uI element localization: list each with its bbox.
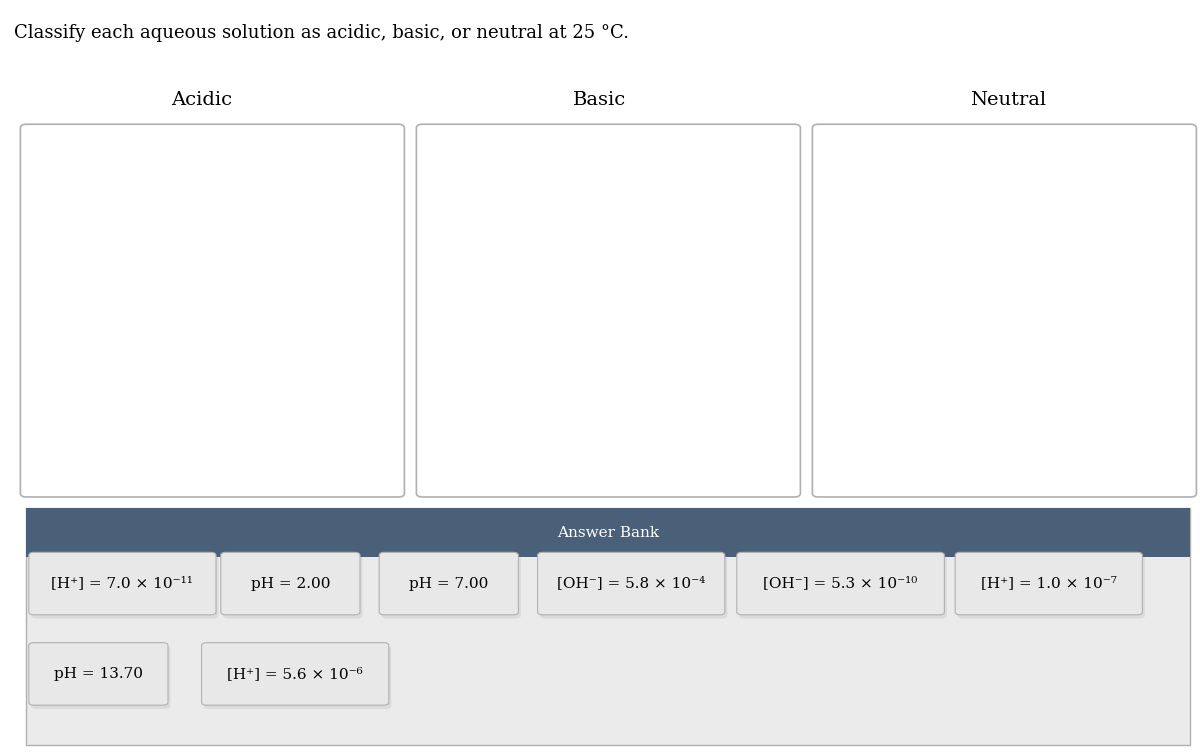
Text: [OH⁻] = 5.3 × 10⁻¹⁰: [OH⁻] = 5.3 × 10⁻¹⁰: [763, 577, 918, 590]
Text: [H⁺] = 7.0 × 10⁻¹¹: [H⁺] = 7.0 × 10⁻¹¹: [52, 577, 193, 590]
FancyBboxPatch shape: [26, 508, 1190, 557]
FancyBboxPatch shape: [538, 553, 725, 614]
FancyBboxPatch shape: [204, 646, 391, 709]
Text: Classify each aqueous solution as acidic, basic, or neutral at 25 °C.: Classify each aqueous solution as acidic…: [14, 24, 629, 42]
Text: Basic: Basic: [574, 91, 626, 109]
Text: Neutral: Neutral: [970, 91, 1046, 109]
FancyBboxPatch shape: [29, 553, 216, 614]
Text: pH = 13.70: pH = 13.70: [54, 667, 143, 681]
FancyBboxPatch shape: [416, 124, 800, 497]
Text: [OH⁻] = 5.8 × 10⁻⁴: [OH⁻] = 5.8 × 10⁻⁴: [557, 577, 706, 590]
FancyBboxPatch shape: [223, 556, 362, 619]
FancyBboxPatch shape: [20, 124, 404, 497]
FancyBboxPatch shape: [958, 556, 1145, 619]
FancyBboxPatch shape: [29, 643, 168, 705]
Text: pH = 2.00: pH = 2.00: [251, 577, 330, 590]
FancyBboxPatch shape: [382, 556, 521, 619]
FancyBboxPatch shape: [955, 553, 1142, 614]
FancyBboxPatch shape: [737, 553, 944, 614]
Text: Acidic: Acidic: [172, 91, 232, 109]
FancyBboxPatch shape: [202, 643, 389, 705]
Text: pH = 7.00: pH = 7.00: [409, 577, 488, 590]
FancyBboxPatch shape: [540, 556, 727, 619]
FancyBboxPatch shape: [812, 124, 1196, 497]
Text: [H⁺] = 1.0 × 10⁻⁷: [H⁺] = 1.0 × 10⁻⁷: [980, 577, 1117, 590]
FancyBboxPatch shape: [739, 556, 947, 619]
FancyBboxPatch shape: [221, 553, 360, 614]
Text: Answer Bank: Answer Bank: [557, 526, 660, 540]
FancyBboxPatch shape: [31, 646, 170, 709]
Text: [H⁺] = 5.6 × 10⁻⁶: [H⁺] = 5.6 × 10⁻⁶: [227, 667, 364, 681]
FancyBboxPatch shape: [26, 508, 1190, 745]
FancyBboxPatch shape: [379, 553, 518, 614]
FancyBboxPatch shape: [31, 556, 218, 619]
